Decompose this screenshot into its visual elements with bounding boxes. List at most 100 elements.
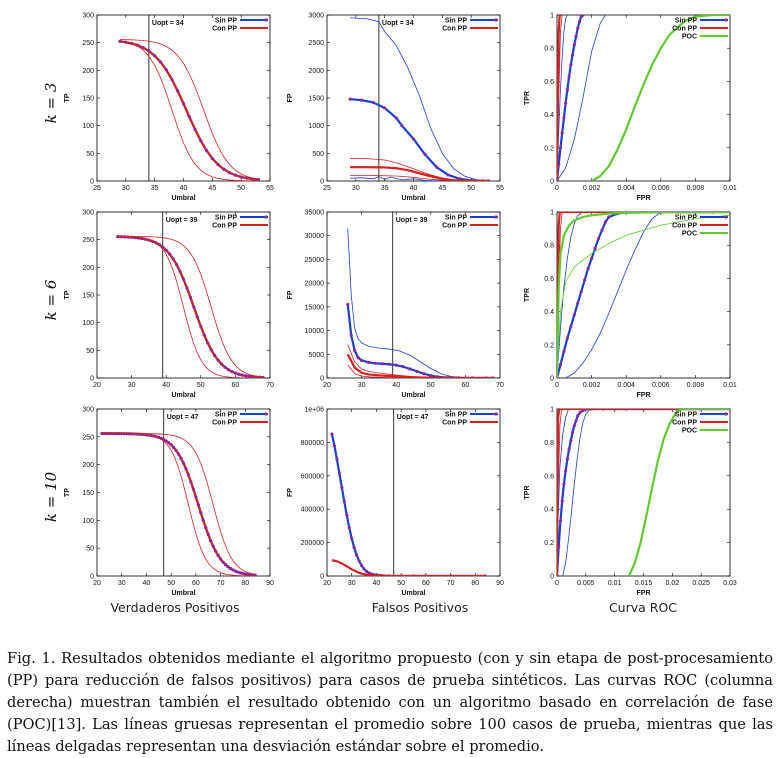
data-point: [246, 572, 250, 576]
uopt-annotation: Uopt = 34: [382, 20, 414, 27]
uopt-annotation: Uopt = 34: [152, 20, 184, 27]
y-tick-label: 300: [82, 13, 94, 20]
y-tick-label: 100: [82, 518, 94, 525]
column-title-roc: Curva ROC: [609, 600, 677, 615]
x-tick-label: 25: [93, 185, 101, 192]
x-tick-label: 70: [447, 580, 455, 587]
y-tick-label: 0.4: [544, 507, 554, 514]
x-tick-label: 80: [471, 580, 479, 587]
y-tick-label: 0.6: [544, 473, 554, 480]
data-point: [194, 495, 198, 499]
x-tick-label: 30: [118, 580, 126, 587]
data-point: [226, 368, 230, 372]
data-point: [167, 441, 171, 445]
data-point: [226, 565, 230, 569]
data-point: [394, 116, 398, 120]
data-point: [581, 15, 585, 17]
x-tick-label: 70: [496, 382, 504, 389]
data-point: [182, 277, 185, 281]
x-axis-label: Umbral: [171, 590, 195, 597]
series-line-con-pp-sd: [117, 236, 264, 378]
data-point: [231, 568, 235, 572]
data-point: [220, 362, 224, 366]
data-point: [596, 236, 601, 241]
x-tick-label: 0.01: [608, 580, 622, 587]
y-tick-label: 2000: [308, 68, 324, 75]
y-tick-label: 150: [82, 96, 94, 103]
data-point: [118, 39, 122, 43]
legend-marker: [494, 412, 498, 416]
x-tick-label: 20: [323, 580, 331, 587]
legend-label: Con PP: [672, 26, 697, 33]
series-line-con-pp-sd: [117, 235, 264, 378]
x-tick-label: 0.002: [583, 382, 601, 389]
series-group: [118, 39, 261, 181]
data-point: [408, 367, 412, 371]
y-tick-label: 250: [82, 40, 94, 47]
y-axis-label: TPR: [524, 288, 531, 302]
data-point: [607, 215, 611, 219]
y-tick-label: 20000: [305, 281, 325, 288]
series-group: [557, 409, 730, 576]
data-point: [233, 569, 237, 573]
y-tick-label: 0: [320, 574, 324, 581]
data-point: [169, 443, 173, 447]
data-point: [187, 115, 191, 119]
plot-frame: [326, 408, 501, 577]
x-tick-label: 60: [462, 382, 470, 389]
x-tick-label: 50: [167, 580, 175, 587]
legend-marker: [724, 18, 728, 22]
legend-marker: [264, 18, 268, 22]
series-line-con-pp-sd: [557, 212, 730, 378]
y-axis-label: TP: [64, 93, 71, 102]
data-point: [216, 358, 220, 362]
y-tick-label: 1: [550, 407, 554, 414]
plot-frame: [326, 211, 501, 379]
y-tick-label: 50: [86, 348, 94, 355]
data-point: [355, 553, 359, 557]
data-point: [224, 563, 228, 567]
series-group: [100, 431, 257, 576]
y-tick-label: 2500: [308, 40, 324, 47]
data-point: [237, 372, 241, 376]
data-point: [193, 127, 197, 131]
x-tick-label: 55: [266, 185, 274, 192]
data-point: [579, 290, 583, 294]
data-point: [570, 430, 575, 434]
data-point: [221, 560, 225, 564]
x-axis-label: FPR: [637, 392, 651, 399]
uopt-annotation: Uopt = 47: [397, 414, 429, 421]
y-tick-label: 50: [86, 151, 94, 158]
data-point: [261, 375, 265, 378]
data-point: [205, 149, 209, 153]
legend-label: POC: [682, 34, 697, 41]
y-axis-label: TP: [64, 488, 71, 497]
x-tick-label: 0.006: [652, 382, 670, 389]
uopt-annotation: Uopt = 47: [167, 414, 199, 421]
data-point: [230, 370, 234, 374]
data-point: [360, 358, 364, 363]
legend-label: Con PP: [672, 223, 697, 230]
y-axis-label: TP: [64, 290, 71, 299]
y-tick-label: 800000: [301, 440, 324, 447]
data-point: [179, 456, 183, 460]
series-line-con-pp-sd: [101, 433, 256, 576]
uopt-annotation: Uopt = 39: [166, 217, 198, 224]
data-point: [562, 349, 566, 354]
x-tick-label: 0.008: [687, 185, 705, 192]
data-point: [182, 461, 185, 465]
x-tick-label: 50: [467, 185, 475, 192]
x-tick-label: 0.006: [652, 185, 670, 192]
y-tick-label: 0: [550, 179, 554, 186]
x-tick-label: 0.01: [723, 382, 737, 389]
data-point: [335, 457, 339, 461]
x-axis-label: FPR: [637, 590, 651, 597]
plot-frame: [556, 408, 731, 577]
series-line-poc: [557, 212, 730, 378]
x-tick-label: 0.008: [687, 382, 705, 389]
series-line-con-pp: [331, 559, 486, 576]
legend-label: POC: [682, 231, 697, 238]
x-tick-label: 40: [180, 185, 188, 192]
data-point: [603, 220, 608, 224]
uopt-annotation: Uopt = 39: [396, 217, 428, 224]
